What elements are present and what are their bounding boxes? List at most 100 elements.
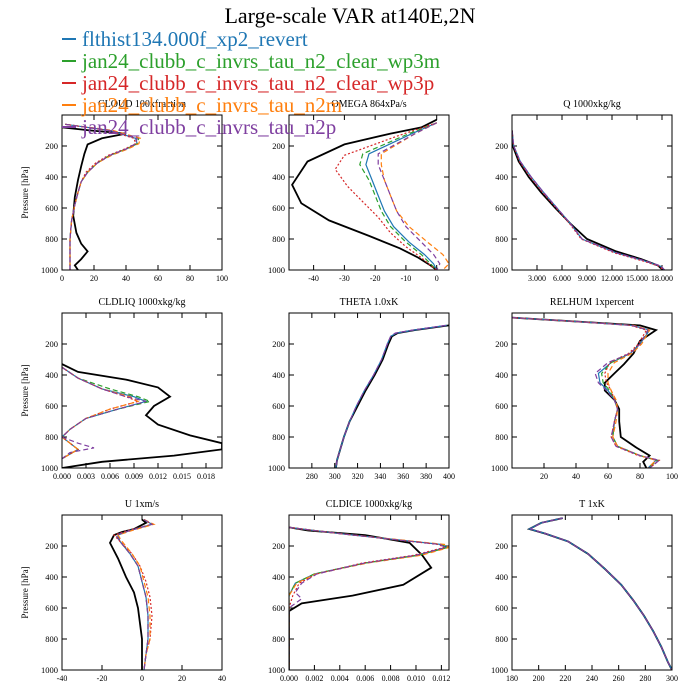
chart-panel: RELHUM 1xpercent 200 400 600 800 1000 20 40 60 80… [491,297,678,481]
chart-panel: CLDLIQ 1000xkg/kg Pressure [hPa] 200 400 600… [20,297,223,481]
x-tick-label: 0.004 [331,674,349,683]
y-tick-label: 1000 [41,463,58,473]
x-tick-label: 0.003 [77,472,95,481]
y-tick-label: 600 [272,203,285,213]
series-line [289,526,449,670]
plot-frame [61,114,223,271]
chart-panel: THETA 1.0xK 200 400 600 800 1000 280 300 320 340 3… [268,297,455,481]
x-tick-label: 0.008 [382,674,400,683]
y-axis-label: Pressure [hPa] [20,566,30,618]
figure-title: Large-scale VAR at140E,2N [224,3,476,28]
y-tick-label: 200 [45,541,58,551]
legend-item: jan24_clubb_c_invrs_tau_n2_clear_wp3p [62,72,440,94]
series-line [62,363,222,468]
y-tick-label: 200 [495,141,508,151]
series-line [334,122,438,270]
x-tick-label: 100 [666,472,678,481]
series-line [62,126,127,270]
y-tick-label: 200 [272,541,285,551]
series-line [512,130,664,270]
series-line [62,366,147,460]
x-tick-label: 0 [140,674,144,683]
series-line [65,123,138,270]
panel-title: RELHUM 1xpercent [550,297,634,308]
series-line [512,317,661,468]
series-line [512,317,659,468]
x-tick-label: 360 [397,472,409,481]
y-tick-label: 800 [495,432,508,442]
x-tick-label: 40 [218,674,226,683]
x-tick-label: 340 [374,472,386,481]
series-line [335,324,446,468]
x-tick-label: 180 [506,674,518,683]
legend-item: jan24_clubb_c_invrs_tau_n2_clear_wp3m [62,50,440,72]
series-line [512,317,661,468]
x-tick-label: 60 [604,472,612,481]
x-tick-label: 380 [420,472,432,481]
x-tick-label: 200 [533,674,545,683]
legend-label: jan24_clubb_c_invrs_tau_n2m [82,93,343,117]
x-tick-label: 40 [572,472,580,481]
legend-swatch [62,126,76,128]
legend-item: jan24_clubb_c_invrs_tau_n2p [62,116,440,138]
y-tick-label: 800 [272,432,285,442]
x-tick-label: 300 [329,472,341,481]
x-tick-label: 0.012 [149,472,167,481]
y-tick-label: 800 [45,432,58,442]
x-tick-label: 20 [540,472,548,481]
legend-item: flthist134.000f_xp2_revert [62,28,440,50]
y-tick-label: 600 [272,401,285,411]
legend-swatch [62,82,76,84]
y-tick-label: 1000 [268,665,285,675]
x-tick-label: 0.010 [407,674,425,683]
x-tick-label: 80 [186,274,194,283]
y-tick-label: 200 [495,541,508,551]
y-tick-label: 200 [272,141,285,151]
series-line [62,366,140,460]
y-tick-label: 600 [495,603,508,613]
x-tick-label: -30 [339,274,350,283]
x-tick-label: 280 [639,674,651,683]
x-tick-label: 0.018 [197,472,215,481]
series-line [115,519,154,670]
series-line [62,366,152,460]
x-tick-label: 20 [90,274,98,283]
y-tick-label: 400 [45,370,58,380]
y-tick-label: 800 [495,634,508,644]
y-tick-label: 1000 [268,463,285,473]
plot-frame [288,312,450,469]
y-tick-label: 1000 [41,665,58,675]
x-tick-label: 9.000 [578,274,596,283]
x-tick-label: 20 [178,674,186,683]
series-line [335,324,449,468]
series-line [117,519,156,670]
y-tick-label: 400 [45,572,58,582]
series-line [112,519,154,670]
panel-title: CLDICE 1000xkg/kg [326,499,412,510]
series-line [291,118,438,270]
legend-label: jan24_clubb_c_invrs_tau_n2_clear_wp3p [82,71,435,95]
x-tick-label: 40 [122,274,130,283]
panel-title: Q 1000xkg/kg [563,99,621,110]
x-tick-label: 0.000 [53,472,71,481]
panel-title: T 1xK [579,499,605,510]
x-tick-label: 6.000 [553,274,571,283]
y-tick-label: 800 [45,634,58,644]
plot-frame [511,114,673,271]
plot-frame [511,514,673,671]
y-axis-label: Pressure [hPa] [20,364,30,416]
x-tick-label: 260 [613,674,625,683]
series-line [108,518,148,670]
y-tick-label: 400 [272,370,285,380]
x-tick-label: 220 [559,674,571,683]
plot-frame [288,514,450,671]
series-line [65,123,138,270]
x-tick-label: 0 [435,274,439,283]
x-tick-label: 280 [306,472,318,481]
x-tick-label: 300 [666,674,678,683]
y-tick-label: 1000 [41,265,58,275]
y-tick-label: 800 [45,234,58,244]
plot-frame [511,312,673,469]
